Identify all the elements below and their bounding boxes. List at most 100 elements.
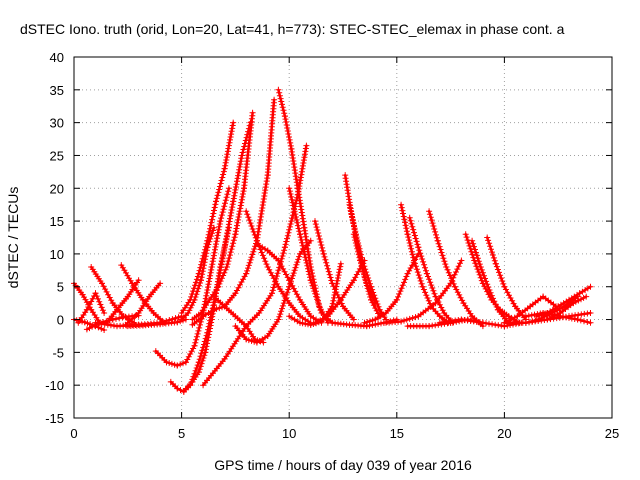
data-point	[212, 226, 216, 229]
data-point	[529, 305, 532, 308]
data-point	[507, 315, 510, 318]
data-point	[348, 203, 351, 206]
data-point	[266, 265, 269, 269]
plus-marker	[275, 86, 288, 120]
data-point	[309, 278, 312, 282]
data-point	[326, 315, 330, 318]
plus-marker	[253, 172, 271, 244]
data-point	[425, 272, 429, 275]
data-point	[277, 259, 280, 262]
data-point	[503, 321, 506, 325]
data-point	[201, 315, 205, 318]
data-point	[584, 295, 588, 298]
data-point	[503, 285, 506, 288]
y-tick-label: 40	[50, 50, 64, 65]
data-series-26	[312, 218, 357, 323]
data-point	[589, 285, 592, 288]
plus-marker	[426, 208, 441, 244]
data-point	[216, 285, 220, 288]
data-point	[326, 321, 330, 325]
data-point	[255, 239, 259, 242]
data-point	[494, 262, 497, 265]
data-point	[449, 282, 452, 285]
data-series-15	[178, 119, 237, 316]
data-point	[219, 265, 222, 269]
data-point	[496, 308, 500, 311]
data-point	[589, 321, 592, 325]
y-tick-label: -10	[45, 378, 64, 393]
plus-marker	[346, 201, 359, 238]
data-point	[485, 236, 489, 239]
data-point	[359, 259, 362, 262]
data-point	[290, 147, 293, 151]
data-point	[126, 295, 129, 298]
data-point	[184, 387, 188, 390]
data-point	[296, 187, 300, 190]
series-trail	[486, 237, 527, 321]
data-point	[348, 323, 351, 326]
data-series-35	[426, 208, 486, 330]
data-point	[100, 282, 104, 285]
data-point	[137, 278, 140, 282]
data-point	[210, 318, 213, 321]
data-point	[438, 321, 442, 325]
data-point	[470, 315, 474, 318]
data-point	[232, 121, 235, 124]
grid-lines	[74, 57, 612, 418]
data-point	[266, 173, 269, 177]
data-point	[309, 315, 312, 318]
data-point	[111, 301, 114, 305]
data-point	[199, 311, 203, 315]
plus-marker	[447, 257, 465, 287]
data-point	[186, 311, 190, 315]
data-point	[399, 320, 403, 323]
data-series-10	[92, 313, 185, 330]
data-point	[227, 187, 231, 190]
data-point	[266, 249, 269, 252]
data-point	[320, 311, 323, 315]
data-point	[191, 318, 194, 321]
data-point	[408, 216, 411, 220]
data-point	[516, 315, 519, 318]
data-point	[283, 114, 287, 118]
data-point	[331, 321, 334, 325]
data-series-39	[469, 237, 512, 326]
data-point	[90, 308, 93, 311]
data-point	[197, 272, 201, 275]
data-point	[90, 265, 93, 269]
data-point	[384, 321, 388, 325]
plus-marker	[434, 237, 450, 270]
data-point	[417, 315, 420, 318]
data-point	[266, 334, 269, 338]
data-point	[223, 167, 226, 170]
data-point	[288, 301, 291, 305]
data-series-11	[152, 185, 232, 369]
y-tick-label: 20	[50, 181, 64, 196]
data-series-12	[167, 119, 254, 395]
data-point	[94, 292, 97, 295]
data-point	[81, 293, 84, 296]
data-point	[85, 328, 89, 331]
data-point	[309, 323, 312, 326]
data-point	[283, 246, 287, 249]
data-point	[363, 321, 366, 325]
data-point	[180, 318, 183, 321]
data-point	[193, 298, 196, 302]
data-point	[115, 324, 119, 328]
data-point	[578, 292, 581, 295]
data-series	[71, 86, 594, 395]
plus-marker	[574, 316, 594, 326]
data-series-29	[346, 201, 389, 323]
data-point	[227, 226, 231, 229]
data-point	[277, 88, 280, 92]
data-point	[395, 298, 398, 302]
data-point	[176, 387, 179, 390]
data-series-20	[200, 142, 310, 389]
data-series-16	[189, 109, 256, 323]
data-point	[212, 295, 216, 298]
data-series-36	[383, 257, 465, 326]
data-point	[240, 154, 244, 157]
plus-marker	[484, 234, 499, 267]
data-point	[453, 285, 457, 288]
data-point	[124, 315, 127, 319]
